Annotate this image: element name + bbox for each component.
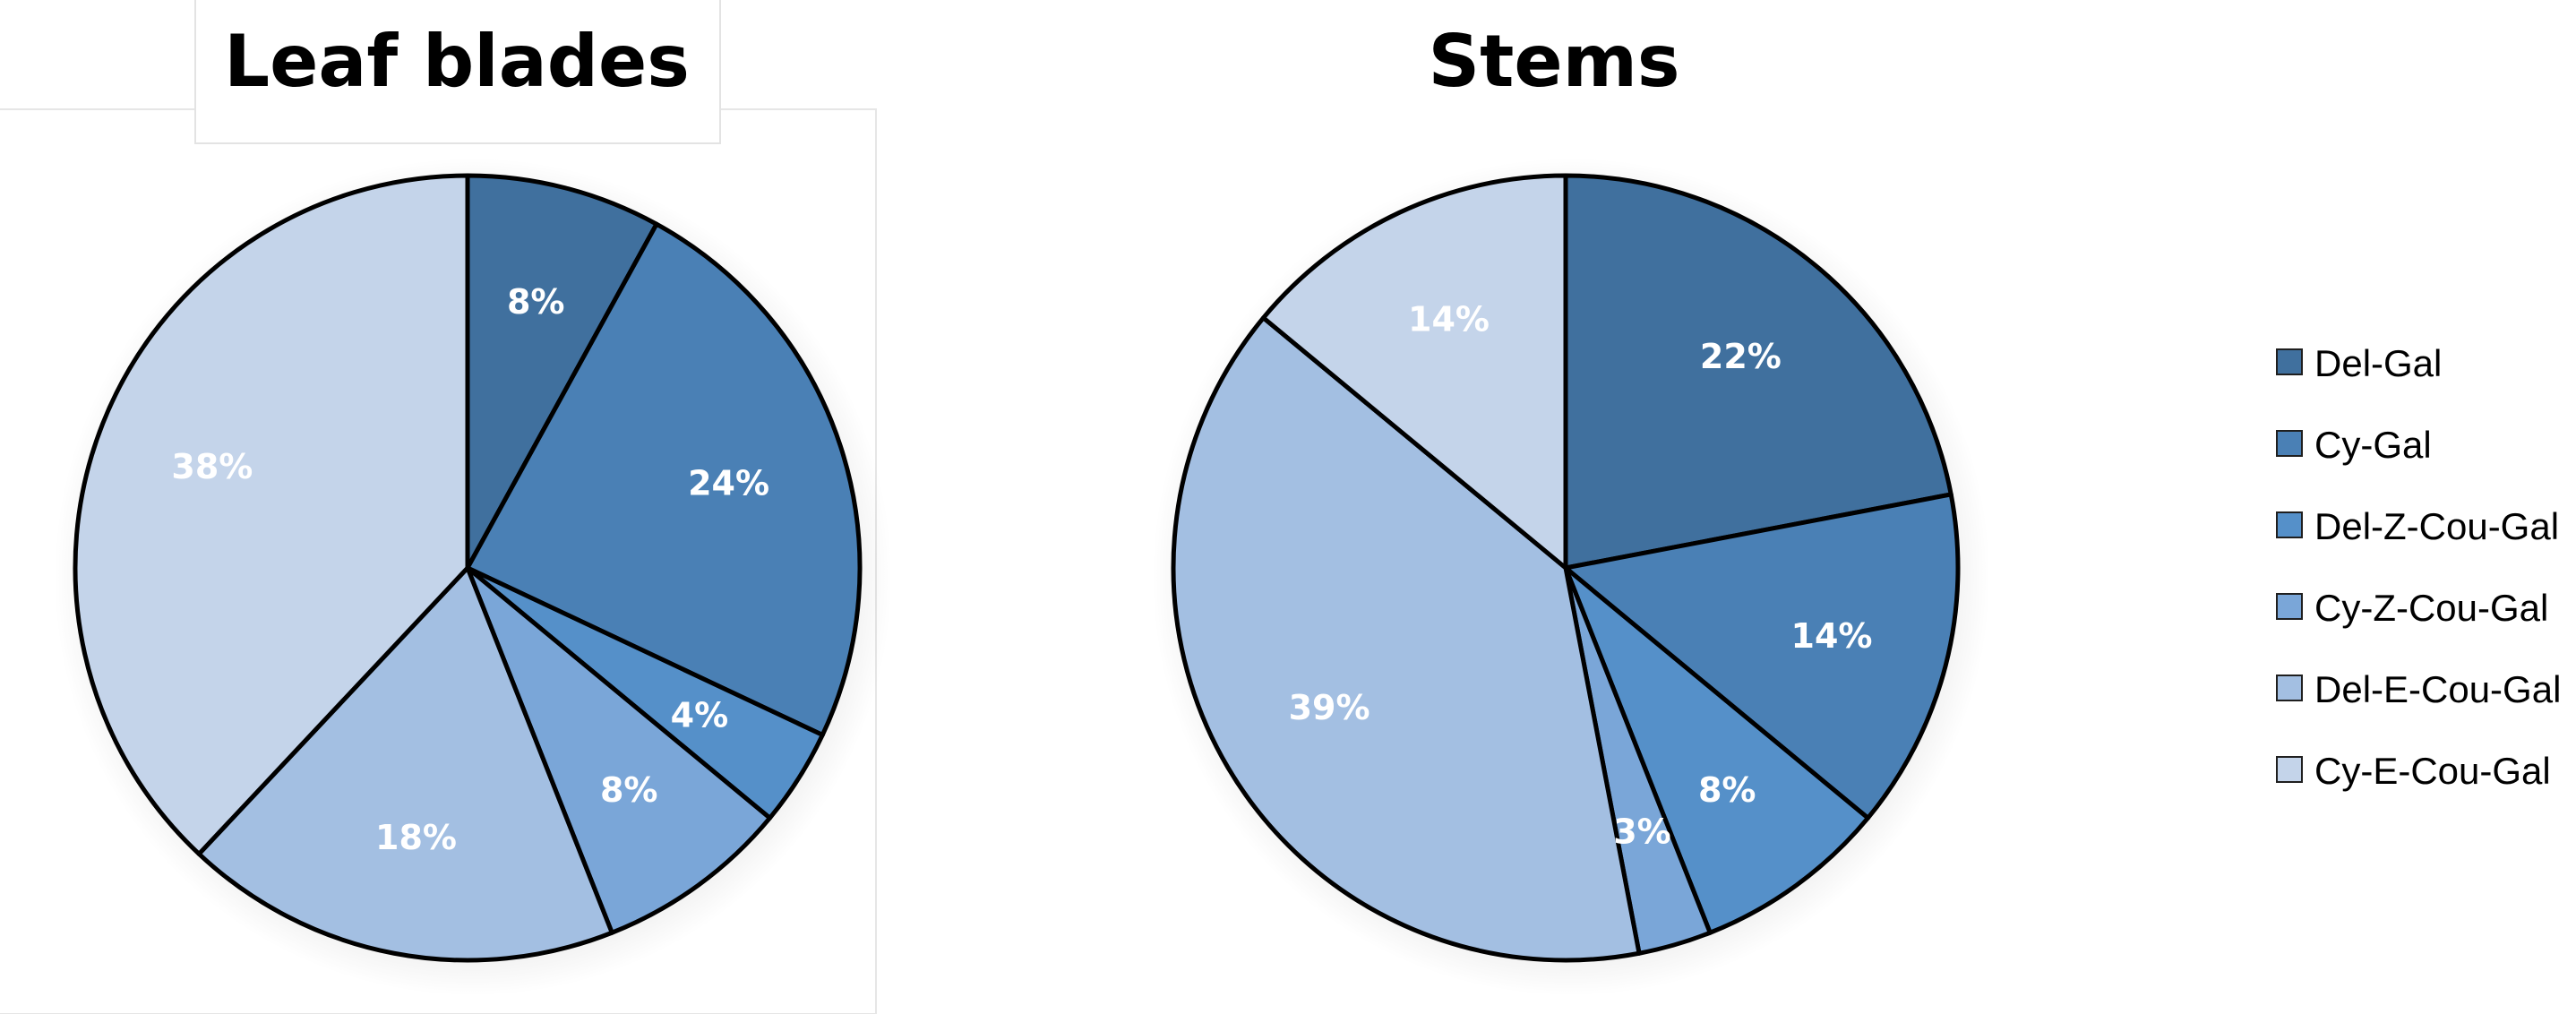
left-title-box — [194, 0, 721, 144]
legend-swatch-cy-e-cou-gal — [2276, 756, 2303, 783]
legend-label-del-gal: Del-Gal — [2314, 342, 2442, 384]
legend-label-cy-e-cou-gal: Cy-E-Cou-Gal — [2314, 750, 2551, 792]
legend-swatch-cy-gal — [2276, 430, 2303, 457]
slice-label-del-z-cou-gal: 8% — [1698, 770, 1756, 810]
pie-slice-cy-z-cou-gal — [465, 565, 772, 935]
legend-swatch-del-gal — [2276, 348, 2303, 375]
pie-slice-cy-e-cou-gal — [1261, 173, 1568, 571]
slice-label-del-z-cou-gal: 4% — [671, 695, 729, 735]
legend-swatch-cy-z-cou-gal — [2276, 593, 2303, 620]
slice-label-cy-e-cou-gal: 38% — [171, 447, 253, 486]
pie-slice-cy-gal — [1563, 492, 1961, 821]
legend-swatch-del-e-cou-gal — [2276, 675, 2303, 701]
slice-label-del-e-cou-gal: 39% — [1289, 688, 1370, 727]
pie-slice-del-z-cou-gal — [1563, 565, 1870, 935]
slice-label-del-e-cou-gal: 18% — [375, 818, 457, 857]
leaf-blades-pie: 8% 24% 4% 8% 18% 38% — [54, 158, 892, 996]
slice-label-cy-e-cou-gal: 14% — [1408, 300, 1490, 339]
slice-label-cy-gal: 24% — [688, 463, 769, 503]
slice-label-del-gal: 8% — [507, 282, 565, 322]
legend-swatch-del-z-cou-gal — [2276, 511, 2303, 538]
pie-slice-del-gal — [1563, 173, 1953, 571]
slice-label-del-gal: 22% — [1700, 337, 1782, 376]
legend-label-del-z-cou-gal: Del-Z-Cou-Gal — [2314, 505, 2559, 547]
pie-slice-del-gal — [465, 173, 659, 571]
legend-label-cy-gal: Cy-Gal — [2314, 424, 2432, 466]
leaf-blades-title: Leaf blades — [224, 20, 690, 103]
stems-title: Stems — [1428, 20, 1679, 103]
pie-slice-del-e-cou-gal — [1171, 315, 1642, 963]
legend: Del-Gal Cy-Gal Del-Z-Cou-Gal Cy-Z-Cou-Ga… — [2276, 342, 2561, 792]
slice-label-cy-z-cou-gal: 8% — [600, 770, 658, 810]
slice-label-cy-z-cou-gal: 3% — [1613, 812, 1671, 851]
slice-label-cy-gal: 14% — [1791, 616, 1873, 656]
legend-label-cy-z-cou-gal: Cy-Z-Cou-Gal — [2314, 587, 2548, 629]
pie-slice-cy-gal — [465, 221, 863, 737]
pie-slice-cy-e-cou-gal — [73, 173, 470, 856]
pie-slice-del-e-cou-gal — [196, 565, 614, 963]
legend-label-del-e-cou-gal: Del-E-Cou-Gal — [2314, 668, 2561, 710]
stems-pie: 22% 14% 8% 3% 39% 14% — [1152, 158, 1990, 996]
